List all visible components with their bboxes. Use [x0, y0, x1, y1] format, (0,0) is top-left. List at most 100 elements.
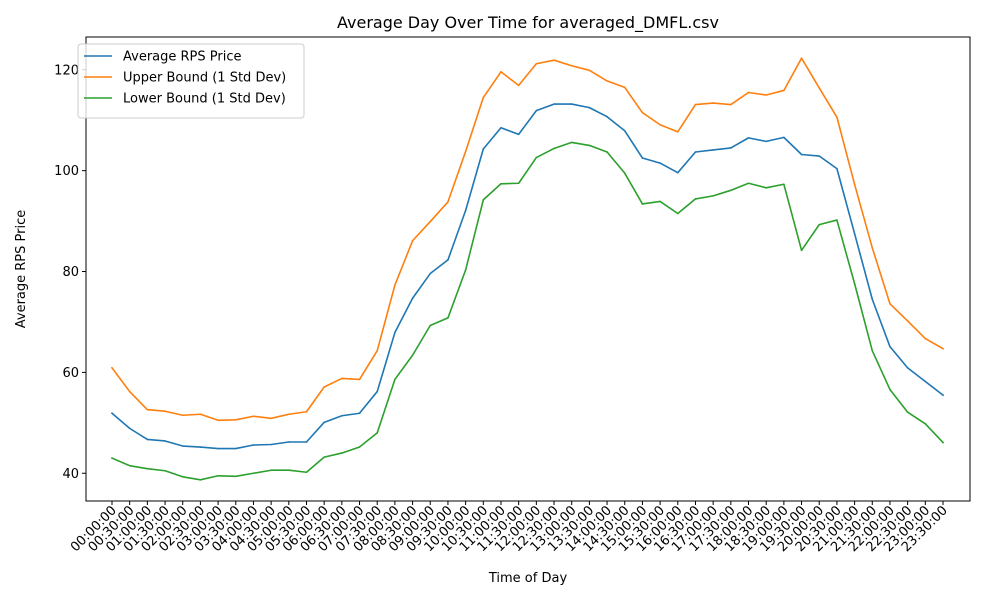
data-point [128, 427, 131, 430]
data-point [517, 84, 520, 87]
data-point [553, 147, 555, 150]
plot-frame [85, 36, 971, 502]
data-point [942, 347, 944, 350]
data-point [517, 182, 520, 185]
data-point [712, 102, 714, 104]
data-point [659, 123, 661, 126]
y-tick-label: 80 [62, 265, 79, 280]
data-point [146, 438, 149, 441]
data-point [906, 367, 909, 369]
series-line-2 [110, 57, 945, 422]
data-point [783, 136, 785, 139]
data-point [765, 187, 767, 189]
data-point [588, 144, 591, 147]
data-point [623, 86, 626, 89]
data-point [482, 199, 485, 201]
data-point [464, 150, 467, 153]
data-point [783, 183, 785, 186]
data-point [924, 380, 927, 383]
data-point [659, 200, 661, 203]
data-point [730, 189, 732, 192]
data-point [270, 443, 272, 446]
y-tick-label: 100 [54, 164, 79, 179]
data-point [676, 131, 679, 133]
data-point [305, 471, 308, 474]
legend-box [77, 43, 305, 119]
data-point [853, 232, 856, 235]
data-point [694, 103, 697, 106]
data-point [447, 259, 449, 261]
data-point [305, 410, 308, 413]
data-point [464, 269, 467, 271]
data-point [411, 354, 414, 357]
legend-label: Average RPS Price [123, 50, 242, 65]
data-point [765, 94, 767, 96]
data-point [818, 87, 821, 89]
data-point [606, 115, 608, 118]
data-point [429, 272, 432, 275]
data-point [906, 411, 909, 414]
data-point [234, 447, 237, 450]
legend-label: Lower Bound (1 Std Dev) [123, 92, 286, 107]
data-point [146, 467, 149, 470]
data-point [588, 69, 591, 72]
data-point [818, 223, 821, 226]
data-point [447, 201, 449, 203]
data-point [323, 386, 325, 388]
data-point [376, 432, 379, 434]
data-point [111, 367, 113, 369]
data-point [836, 219, 838, 221]
y-axis-title: Average RPS Price [14, 210, 29, 329]
data-point [694, 151, 697, 153]
data-point [641, 157, 644, 159]
data-point [570, 64, 573, 67]
data-point [606, 80, 608, 82]
data-point [783, 89, 785, 92]
data-point [730, 103, 732, 106]
data-point [553, 59, 555, 61]
data-point [836, 116, 838, 118]
y-tick-label: 40 [62, 467, 79, 482]
data-point [252, 415, 255, 418]
data-point [800, 249, 803, 252]
data-point [747, 137, 750, 139]
data-point [800, 57, 803, 59]
data-point [181, 475, 184, 478]
data-point [889, 345, 891, 348]
data-point [553, 103, 555, 105]
x-axis: 00:00:0000:30:0001:00:0001:30:0002:00:00… [68, 501, 951, 555]
data-point [942, 394, 944, 396]
data-point [199, 479, 202, 481]
data-point [305, 441, 308, 443]
data-point [358, 412, 361, 415]
data-point [164, 469, 166, 472]
data-point [659, 162, 661, 164]
data-point [906, 320, 909, 322]
data-point [712, 149, 714, 151]
data-point [341, 452, 343, 454]
data-point [517, 133, 520, 136]
data-point [889, 303, 891, 305]
data-point [394, 378, 396, 381]
data-point [836, 167, 838, 170]
data-point [623, 130, 626, 132]
data-point [128, 390, 131, 393]
data-point [288, 469, 290, 472]
data-point [164, 440, 166, 442]
series-layer [110, 57, 945, 481]
data-point [853, 282, 856, 285]
legend-label: Upper Bound (1 Std Dev) [123, 71, 286, 86]
data-point [853, 183, 856, 186]
data-point [924, 423, 927, 425]
data-point [394, 284, 396, 286]
data-point [818, 155, 821, 157]
data-point [234, 475, 237, 478]
legend: Average RPS Price Upper Bound (1 Std Dev)… [77, 43, 305, 119]
data-point [429, 220, 432, 223]
data-point [535, 62, 538, 65]
data-point [588, 106, 591, 109]
data-point [358, 446, 361, 448]
data-point [252, 444, 255, 446]
data-point [181, 414, 184, 417]
data-point [942, 441, 944, 444]
